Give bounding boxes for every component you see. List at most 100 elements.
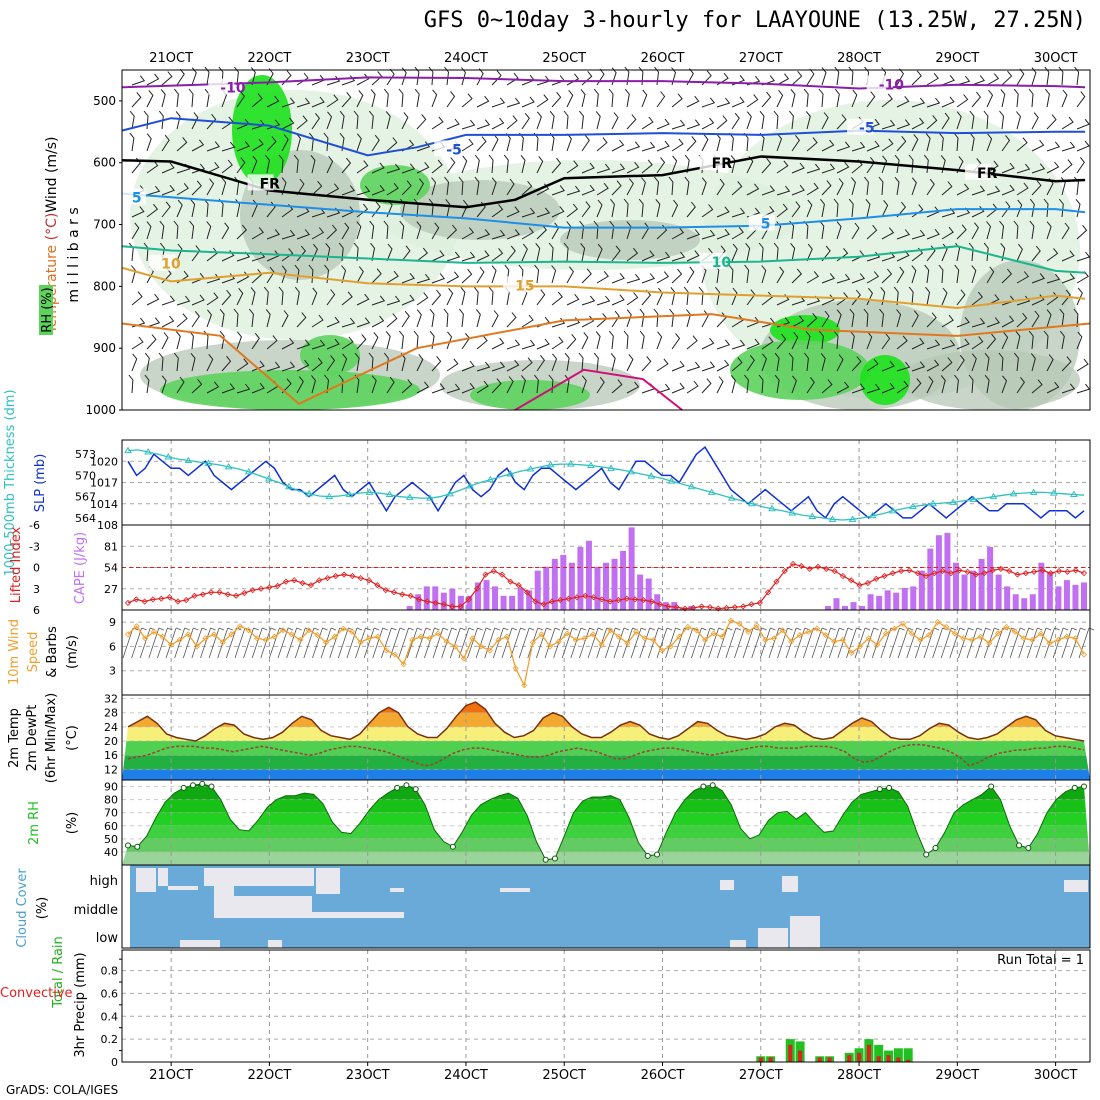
wind-barb (971, 91, 982, 108)
wind-barb (578, 352, 584, 372)
cloud-block (180, 940, 220, 948)
wind-barb (1030, 353, 1036, 372)
wind-barb (938, 264, 944, 284)
cape-bar (1038, 562, 1045, 610)
wind-barb (175, 111, 181, 130)
isotherm-15 (121, 266, 1086, 310)
precip-convective-bar (857, 1052, 862, 1062)
li-marker (806, 565, 813, 572)
wind-barb (461, 251, 476, 262)
wind-barb (476, 266, 485, 284)
wind-barb (866, 224, 878, 240)
wind-marker (762, 636, 769, 644)
thickness-marker (949, 498, 958, 505)
wind-barb (941, 243, 948, 262)
wind-barb (399, 220, 405, 240)
li-marker (291, 577, 298, 584)
li-marker (457, 603, 464, 610)
wind-barb (566, 333, 577, 350)
wind-barb (821, 180, 832, 196)
wind-barb (311, 287, 318, 306)
wind-barb (146, 185, 161, 196)
wind-barb (1076, 251, 1091, 262)
wind-barb (173, 220, 179, 240)
rh-marker (1025, 845, 1032, 851)
li-marker (249, 587, 256, 594)
wind-barb (911, 97, 926, 108)
wind-barb (461, 360, 475, 372)
wind-barb (551, 91, 562, 108)
wind-barb-10m (157, 627, 173, 659)
cape-bar (884, 590, 891, 610)
wind-barb (491, 229, 506, 240)
wind-barb (429, 308, 435, 328)
li-marker (607, 598, 614, 605)
wind-barb (446, 271, 460, 284)
li-marker (848, 577, 855, 584)
li-marker (1064, 568, 1071, 575)
li-marker (615, 597, 622, 604)
wind-barb (836, 114, 847, 130)
wind-barb-10m (191, 627, 208, 659)
wind-barb (461, 382, 475, 394)
wind-barb (701, 229, 716, 240)
wind-marker (133, 623, 140, 630)
li-marker (183, 597, 190, 604)
wind-barb (326, 183, 340, 196)
bottom-x-tick-label: 25OCT (542, 1068, 586, 1083)
cape-tick-label: 108 (97, 519, 118, 532)
wind-barb (938, 132, 944, 152)
wind-barb (536, 338, 550, 350)
cape-bar (568, 562, 575, 610)
li-marker (814, 563, 822, 570)
wind-barb (190, 352, 196, 372)
wind-barb (566, 73, 580, 86)
wind-marker (469, 635, 476, 642)
li-marker (947, 570, 955, 577)
wind-marker (839, 636, 846, 644)
wind-barb (326, 224, 338, 240)
rh-shading-moist (860, 355, 910, 405)
li-marker (482, 571, 489, 578)
wind-barb (641, 273, 656, 284)
wind-barb (341, 317, 356, 328)
wind-barb (686, 201, 696, 218)
wind-barb (716, 312, 727, 328)
wind-barb (551, 353, 558, 372)
wind-barb (129, 110, 135, 130)
wind-barb (656, 91, 666, 108)
cloud-block (500, 888, 530, 892)
wind-barb (758, 374, 764, 394)
wind-marker (676, 633, 683, 640)
wind-barb (266, 250, 280, 262)
rh-marker (180, 784, 187, 791)
wind-barb (353, 110, 359, 130)
cloud-block (730, 940, 746, 948)
wind-barb (416, 309, 422, 328)
wind-barb (866, 383, 881, 394)
wind-barb (219, 330, 225, 350)
wind-barb (701, 134, 709, 152)
li-marker (864, 580, 871, 587)
wind-barb (656, 271, 670, 284)
li-marker (532, 598, 539, 605)
thickness-marker (627, 467, 636, 475)
wind-barb (986, 333, 997, 350)
wind-barb (461, 155, 468, 174)
thickness-marker (224, 462, 233, 470)
thickness-marker (1070, 490, 1078, 498)
wind-barb (1031, 180, 1042, 196)
wind-marker (538, 631, 545, 638)
wind-barb (444, 66, 450, 86)
cloud-block (158, 868, 168, 886)
wind-barb-10m (716, 627, 733, 659)
thickness-line (127, 449, 1085, 521)
wind-barb (341, 157, 352, 174)
wind-barb (266, 361, 281, 372)
wind-barb (1061, 222, 1070, 240)
wind-barb (623, 330, 629, 350)
wind-barb (233, 308, 239, 328)
wind-barb (596, 137, 608, 152)
li-marker (1006, 567, 1013, 575)
wind-barb (461, 67, 466, 86)
